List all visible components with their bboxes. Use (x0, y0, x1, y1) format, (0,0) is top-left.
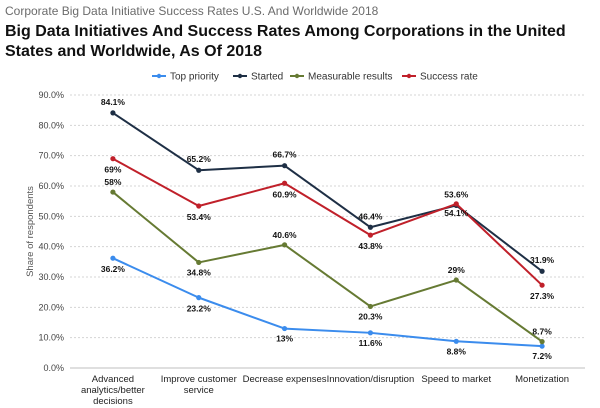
data-point (453, 277, 459, 283)
x-tick-label: Innovation/disruption (327, 374, 415, 385)
y-tick-label: 20.0% (38, 302, 64, 312)
x-tick-label: decisions (93, 396, 133, 407)
y-tick-label: 30.0% (38, 272, 64, 282)
data-point (539, 343, 545, 349)
data-label: 27.3% (530, 291, 555, 301)
data-point (110, 255, 116, 261)
legend-label: Top priority (170, 72, 219, 83)
y-tick-label: 60.0% (38, 181, 64, 191)
data-point (281, 242, 288, 248)
y-axis-title: Share of respondents (25, 186, 36, 277)
x-tick-label: service (184, 385, 214, 396)
data-point (453, 201, 459, 207)
data-point (281, 163, 288, 169)
data-point (196, 295, 202, 301)
data-label: 58% (104, 177, 121, 187)
data-point (539, 339, 545, 345)
data-point (539, 268, 545, 274)
data-point (453, 338, 459, 344)
data-point (281, 325, 288, 332)
data-label: 29% (448, 265, 465, 275)
chart-title: Big Data Initiatives And Success Rates A… (5, 23, 566, 60)
data-point (110, 189, 116, 195)
series-line-started (112, 112, 543, 273)
legend-label: Started (251, 72, 283, 83)
x-tick-label: Advanced (92, 374, 134, 385)
data-point (367, 232, 374, 238)
data-label: 65.2% (187, 154, 212, 164)
data-label: 20.3% (358, 311, 383, 321)
data-label: 40.6% (273, 230, 298, 240)
data-label: 11.6% (359, 338, 383, 348)
y-tick-label: 0.0% (43, 363, 64, 373)
x-tick-label: Speed to market (421, 374, 491, 385)
data-label: 23.2% (187, 304, 212, 314)
data-point (539, 282, 545, 288)
data-point (110, 156, 116, 162)
data-label: 54.1% (444, 208, 469, 218)
legend-marker (294, 73, 300, 79)
x-tick-label: Monetization (515, 374, 569, 385)
legend-marker (406, 73, 412, 79)
data-label: 53.4% (187, 212, 212, 222)
data-label: 66.7% (273, 150, 298, 160)
data-point (367, 224, 374, 230)
y-tick-label: 40.0% (38, 242, 64, 252)
data-label: 53.6% (444, 189, 469, 199)
x-tick-label: analytics/better (81, 385, 145, 396)
legend-marker (237, 73, 243, 79)
data-point (367, 330, 374, 336)
data-label: 43.8% (358, 241, 383, 251)
legend-label: Success rate (420, 72, 478, 83)
series-line-success-rate (112, 157, 543, 286)
data-label: 34.8% (187, 267, 212, 277)
legend-marker (156, 73, 162, 79)
data-point (367, 303, 374, 310)
y-tick-label: 70.0% (38, 151, 64, 161)
series-line-measurable-results (112, 191, 543, 343)
y-tick-label: 10.0% (38, 333, 64, 343)
data-label: 69% (104, 165, 121, 175)
data-point (196, 167, 202, 173)
data-point (196, 203, 202, 209)
data-label: 60.9% (273, 189, 298, 199)
data-point (281, 180, 288, 186)
data-label: 31.9% (530, 255, 555, 265)
data-label: 7.2% (532, 351, 552, 361)
page-caption: Corporate Big Data Initiative Success Ra… (5, 4, 379, 18)
x-tick-label: Improve customer (161, 374, 237, 385)
legend-label: Measurable results (308, 72, 392, 83)
y-tick-label: 50.0% (38, 211, 64, 221)
data-label: 84.1% (101, 97, 126, 107)
data-label: 46.4% (358, 211, 383, 221)
data-label: 8.7% (532, 327, 552, 337)
data-point (110, 110, 116, 116)
data-point (196, 259, 202, 266)
x-tick-label: Decrease expenses (243, 374, 327, 385)
y-tick-label: 90.0% (38, 90, 64, 100)
data-label: 8.8% (447, 346, 467, 356)
data-label: 36.2% (101, 264, 126, 274)
series-line-top-priority (112, 257, 543, 348)
y-tick-label: 80.0% (38, 120, 64, 130)
data-label: 13% (276, 334, 293, 344)
